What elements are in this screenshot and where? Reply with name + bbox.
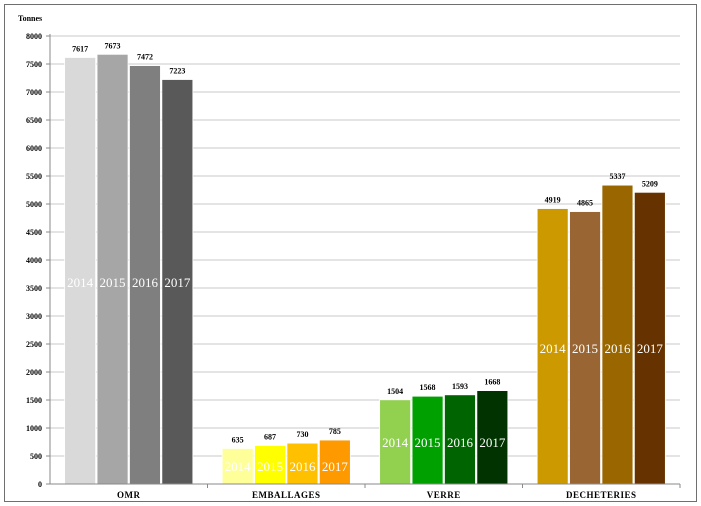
- series-year-label: 2015: [415, 435, 441, 450]
- series-year-label: 2017: [322, 459, 349, 474]
- data-label: 5337: [609, 172, 625, 181]
- series-year-label: 2017: [637, 341, 664, 356]
- bar: [161, 79, 194, 485]
- y-tick-label: 3000: [26, 312, 42, 321]
- bars: 7617 7673 7472 7223 2014 2015 2016 2017 635 687 73…: [64, 41, 666, 485]
- bar: [444, 394, 476, 485]
- series-year-label: 2016: [604, 341, 631, 356]
- data-label: 4865: [577, 199, 593, 208]
- y-tick-label: 2500: [26, 340, 42, 349]
- x-axis-categories: OMR EMBALLAGES VERRE DECHETERIES: [117, 490, 637, 500]
- y-tick-label: 3500: [26, 284, 42, 293]
- data-label: 687: [264, 433, 276, 442]
- data-label: 7617: [72, 44, 88, 53]
- bar: [601, 184, 634, 485]
- bar: [569, 211, 601, 485]
- series-year-label: 2014: [540, 341, 567, 356]
- series-year-label: 2017: [164, 275, 191, 290]
- bar: [64, 57, 97, 485]
- y-axis-unit-label: Tonnes: [18, 14, 42, 23]
- bar: [633, 191, 666, 485]
- series-year-label: 2014: [225, 459, 252, 474]
- y-tick-label: 8000: [26, 32, 42, 41]
- bar: [536, 208, 569, 485]
- y-tick-label: 5000: [26, 200, 42, 209]
- series-year-label: 2016: [289, 459, 316, 474]
- data-label: 635: [232, 435, 244, 444]
- series-year-label: 2014: [67, 275, 94, 290]
- data-label: 1504: [387, 387, 403, 396]
- data-label: 1568: [420, 383, 436, 392]
- bar: [221, 448, 254, 485]
- y-tick-label: 7000: [26, 88, 42, 97]
- chart-frame: [4, 4, 697, 502]
- y-tick-label: 500: [30, 452, 42, 461]
- series-year-label: 2015: [257, 459, 283, 474]
- y-tick-label: 4500: [26, 228, 42, 237]
- bar: [476, 390, 509, 485]
- x-category-label: DECHETERIES: [566, 490, 637, 500]
- y-tick-label: 1500: [26, 396, 42, 405]
- x-category-label: OMR: [117, 490, 141, 500]
- bar: [318, 439, 351, 485]
- bar: [379, 399, 412, 485]
- y-tick-label: 1000: [26, 424, 42, 433]
- bar: [254, 445, 286, 485]
- y-tick-label: 5500: [26, 172, 42, 181]
- bar: [411, 395, 444, 485]
- data-label: 7673: [105, 41, 121, 50]
- data-label: 4919: [545, 196, 561, 205]
- y-tick-label: 0: [38, 480, 42, 489]
- x-category-label: VERRE: [427, 490, 461, 500]
- data-label: 7223: [169, 67, 185, 76]
- series-year-label: 2015: [100, 275, 126, 290]
- y-tick-label: 2000: [26, 368, 42, 377]
- y-tick-label: 4000: [26, 256, 42, 265]
- x-category-label: EMBALLAGES: [252, 490, 321, 500]
- data-label: 785: [329, 427, 341, 436]
- data-label: 1593: [452, 382, 468, 391]
- y-tick-label: 6500: [26, 116, 42, 125]
- axes: [49, 34, 681, 488]
- y-axis-ticks: 0 500 1000 1500 2000 2500 3000 3500 4000 4500 5000…: [26, 32, 42, 489]
- series-year-label: 2017: [479, 435, 506, 450]
- y-tick-label: 7500: [26, 60, 42, 69]
- bar: [96, 53, 129, 485]
- y-tick-label: 6000: [26, 144, 42, 153]
- bar: [129, 65, 161, 485]
- bar: [286, 442, 319, 485]
- data-label: 1668: [484, 378, 500, 387]
- data-label: 730: [296, 430, 308, 439]
- series-year-label: 2016: [132, 275, 159, 290]
- data-label: 5209: [642, 179, 658, 188]
- series-year-label: 2014: [382, 435, 409, 450]
- data-label: 7472: [137, 53, 153, 62]
- series-year-label: 2015: [572, 341, 598, 356]
- series-year-label: 2016: [447, 435, 474, 450]
